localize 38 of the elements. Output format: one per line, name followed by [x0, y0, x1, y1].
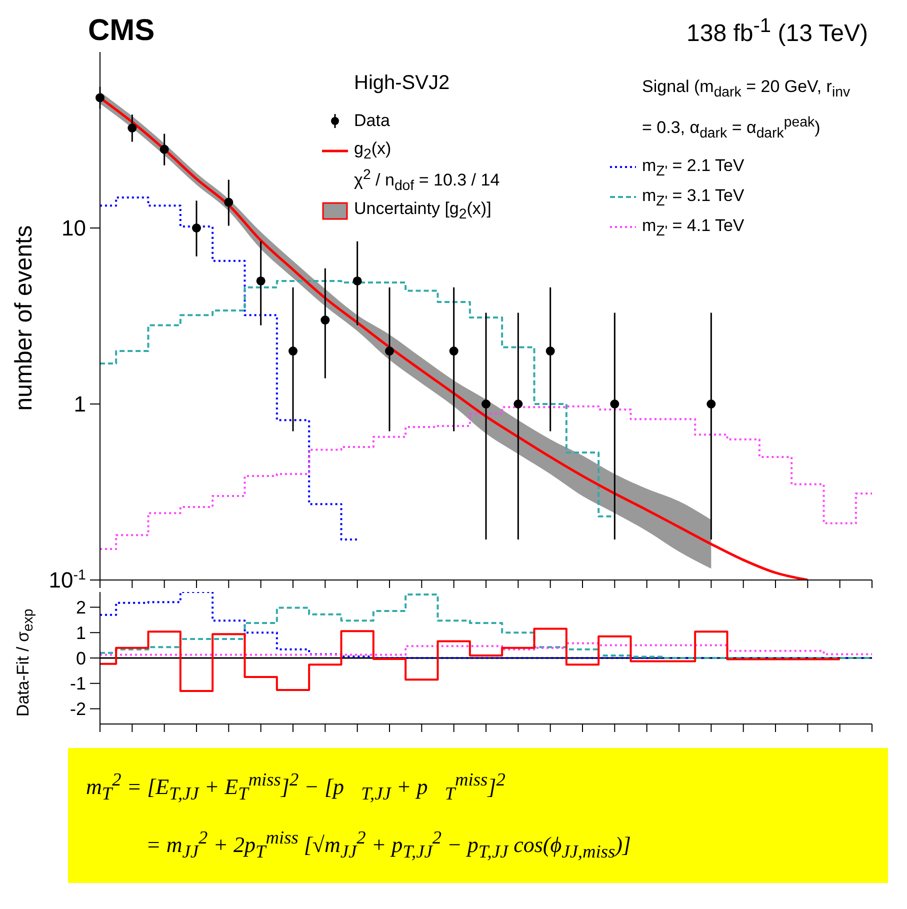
text: Signal (m$_{dark}$ = 20 GeV, r$_{inv}$ = 0.3, α$_{dark}$ = α$_{dark}$$^{peak}$) — [642, 77, 850, 142]
point — [96, 93, 104, 102]
text: = m$_{JJ}$$^{2}$ + 2p$_{T}$$^{miss}$ [√m$_{JJ}$$^{2}$ + p$_{T,JJ}$$^{2}$ − p$_{T,JJ}$ cos(ϕ$_{JJ,miss}$)] — [146, 828, 631, 862]
chart-title: CMS — [88, 14, 155, 48]
point — [224, 198, 234, 207]
point — [546, 346, 555, 356]
legend-label: m$_{Z'}$ = 3.1 TeV — [642, 186, 744, 210]
point — [706, 400, 716, 408]
point — [385, 346, 394, 356]
point — [514, 400, 523, 408]
point — [256, 276, 266, 286]
point — [192, 224, 201, 232]
point — [320, 316, 330, 325]
legend-label: m$_{Z'}$ = 2.1 TeV — [642, 156, 744, 180]
y-axis-title: number of events — [11, 225, 38, 411]
point — [288, 346, 298, 356]
legend-label: m$_{Z'}$ = 4.1 TeV — [642, 216, 744, 240]
point — [482, 400, 490, 408]
point — [610, 400, 620, 408]
annotation: χ$^{2}$ / n$_{dof}$ = 10.3 / 14 — [354, 167, 500, 195]
y-tick-label: -2 — [70, 699, 86, 720]
y-tick-label: 0 — [76, 648, 86, 668]
y-tick-label: 1 — [74, 392, 86, 417]
y-tick-label: -1 — [70, 674, 86, 694]
y-tick-label: 10$^{-1}$ — [48, 568, 86, 593]
legend-label: g$_{2}$(x) — [354, 139, 392, 163]
legend-title: High-SVJ2 — [354, 72, 450, 94]
y-tick-label: 2 — [76, 598, 86, 618]
text: m$_{T}$$^{2}$ = [E$_{T,JJ}$ + E$_{T}$$^{miss}$]$^{2}$ − [p⃗$_{T,JJ}$ + p⃗$_{T}$$^{miss}$]$^{2}$ — [86, 770, 506, 804]
legend-label: Data — [354, 111, 390, 131]
point — [449, 346, 458, 356]
annotation: Uncertainty [g$_{2}$(x)] — [354, 199, 492, 223]
point — [352, 276, 362, 286]
y-tick-label: 10 — [62, 216, 86, 241]
y-tick-label: 1 — [76, 622, 86, 643]
chart-subtitle: 138 fb$^{-1}$ (13 TeV) — [686, 15, 868, 48]
point — [128, 123, 137, 132]
point — [160, 144, 169, 154]
